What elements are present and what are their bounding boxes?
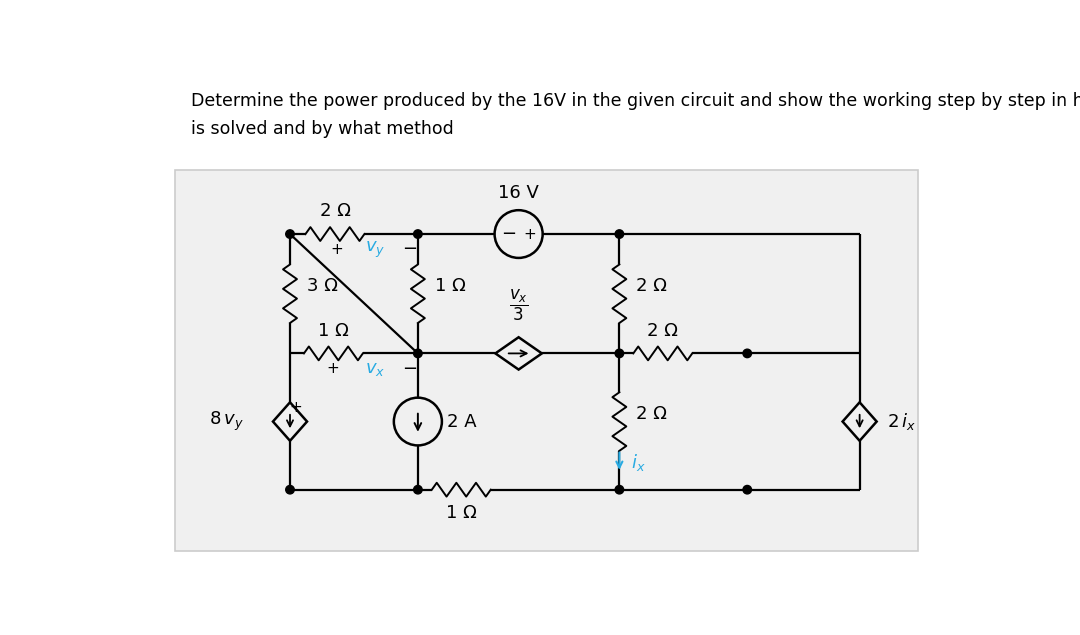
Text: −: − bbox=[403, 360, 418, 378]
Text: 2 Ω: 2 Ω bbox=[636, 405, 667, 423]
Text: 2 Ω: 2 Ω bbox=[636, 277, 667, 295]
Text: is solved and by what method: is solved and by what method bbox=[191, 120, 454, 138]
Circle shape bbox=[616, 485, 623, 494]
Circle shape bbox=[743, 349, 752, 358]
Circle shape bbox=[743, 485, 752, 494]
Text: +: + bbox=[289, 400, 302, 415]
Text: 2 A: 2 A bbox=[447, 413, 477, 431]
Circle shape bbox=[616, 230, 623, 238]
Circle shape bbox=[414, 349, 422, 358]
Text: −: − bbox=[403, 241, 418, 258]
Text: $\dfrac{v_x}{3}$: $\dfrac{v_x}{3}$ bbox=[509, 288, 528, 323]
Text: −: − bbox=[501, 225, 516, 243]
Circle shape bbox=[286, 485, 294, 494]
Text: 1 Ω: 1 Ω bbox=[435, 277, 465, 295]
Text: 2 Ω: 2 Ω bbox=[647, 321, 678, 340]
Text: 3 Ω: 3 Ω bbox=[307, 277, 338, 295]
Text: $v_x$: $v_x$ bbox=[365, 360, 386, 378]
Text: $2\,i_x$: $2\,i_x$ bbox=[887, 411, 916, 432]
Text: 1 Ω: 1 Ω bbox=[446, 504, 476, 521]
Text: $i_x$: $i_x$ bbox=[631, 452, 646, 473]
Text: $8\,v_y$: $8\,v_y$ bbox=[208, 410, 243, 433]
Text: +: + bbox=[523, 227, 536, 241]
FancyBboxPatch shape bbox=[175, 170, 918, 551]
Text: 2 Ω: 2 Ω bbox=[320, 202, 350, 220]
Text: $v_y$: $v_y$ bbox=[365, 239, 386, 260]
Text: 16 V: 16 V bbox=[498, 184, 539, 202]
Circle shape bbox=[616, 349, 623, 358]
Circle shape bbox=[286, 230, 294, 238]
Text: +: + bbox=[330, 242, 342, 257]
Text: +: + bbox=[326, 361, 339, 377]
Circle shape bbox=[414, 230, 422, 238]
Text: 1 Ω: 1 Ω bbox=[318, 321, 349, 340]
Circle shape bbox=[414, 485, 422, 494]
Text: Determine the power produced by the 16V in the given circuit and show the workin: Determine the power produced by the 16V … bbox=[191, 91, 1080, 110]
